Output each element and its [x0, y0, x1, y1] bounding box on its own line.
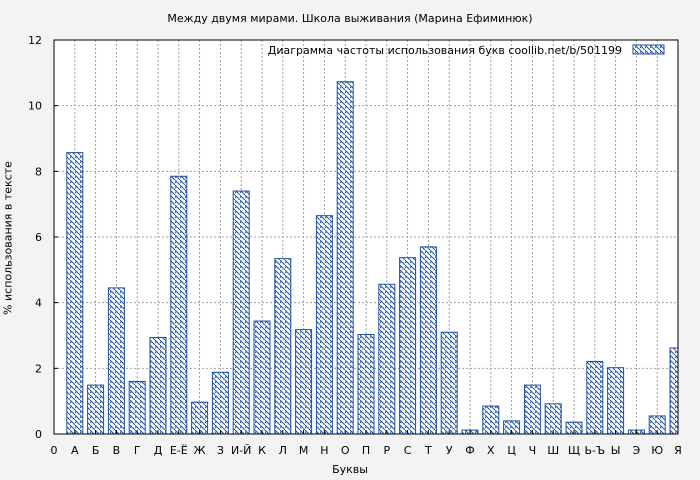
y-tick-label: 2 — [35, 362, 42, 375]
bar-В — [107, 287, 125, 435]
y-tick-label: 10 — [28, 100, 42, 113]
y-tick-label: 12 — [28, 34, 42, 47]
x-tick-label: Ы — [611, 444, 621, 457]
x-tick-label: 0 — [51, 444, 58, 457]
bar-К — [253, 320, 271, 435]
y-tick-label: 6 — [35, 231, 42, 244]
legend: Диаграмма частоты использования букв coo… — [268, 44, 665, 57]
bar-Ш — [544, 403, 562, 435]
bar-Х — [482, 405, 500, 435]
x-tick-label: Т — [424, 444, 432, 457]
x-tick-label: А — [71, 444, 79, 457]
x-tick-label: Д — [154, 444, 163, 457]
y-ticks: 0 2 4 6 8 10 12 — [28, 34, 58, 441]
x-tick-label: З — [217, 444, 224, 457]
y-tick-label: 8 — [35, 165, 42, 178]
bar-С — [399, 257, 417, 435]
bar-З — [211, 371, 229, 435]
x-tick-label: Е-Ё — [170, 444, 188, 457]
bar-Б — [87, 384, 105, 435]
x-tick-label: М — [299, 444, 309, 457]
bar-П — [357, 334, 375, 435]
x-tick-label: Ц — [507, 444, 516, 457]
bar-Е-Ё — [170, 175, 188, 435]
x-tick-label: Р — [383, 444, 390, 457]
bar-Г — [128, 380, 146, 435]
x-tick-label: Ь-Ъ — [584, 444, 605, 457]
x-tick-label: Ф — [465, 444, 474, 457]
x-tick-label: В — [113, 444, 121, 457]
x-tick-label: Ж — [194, 444, 206, 457]
x-axis-label: Буквы — [332, 463, 368, 476]
x-tick-label: Г — [134, 444, 141, 457]
x-tick-label: Ч — [529, 444, 537, 457]
bar-У — [440, 331, 458, 435]
bar-Ж — [191, 401, 209, 435]
x-tick-label: Ю — [651, 444, 663, 457]
x-tick-label: Х — [487, 444, 495, 457]
plot-frame — [53, 39, 679, 435]
x-tick-label: К — [258, 444, 266, 457]
bar-Ы — [607, 367, 625, 435]
bar-И-Й — [232, 190, 250, 435]
legend-swatch — [632, 44, 665, 55]
x-tick-label: Н — [320, 444, 328, 457]
legend-label: Диаграмма частоты использования букв coo… — [268, 44, 622, 57]
bar-М — [295, 329, 313, 435]
x-tick-label: Щ — [568, 444, 580, 457]
chart-title: Между двумя мирами. Школа выживания (Мар… — [167, 12, 533, 25]
x-tick-label: Я — [674, 444, 682, 457]
x-tick-label: У — [446, 444, 453, 457]
bar-Ь-Ъ — [586, 360, 604, 435]
x-tick-label: И-Й — [231, 444, 251, 457]
y-tick-label: 4 — [35, 297, 42, 310]
bar-Л — [274, 258, 292, 435]
bar-Ч — [523, 384, 541, 435]
bar-Н — [315, 215, 333, 435]
x-tick-label: П — [362, 444, 370, 457]
x-tick-label: С — [404, 444, 412, 457]
y-tick-label: 0 — [35, 428, 42, 441]
x-tick-label: Л — [279, 444, 287, 457]
x-tick-label: О — [341, 444, 350, 457]
bar-О — [336, 81, 354, 435]
bars — [66, 81, 679, 435]
bar-Р — [378, 283, 396, 435]
bar-Д — [149, 336, 167, 435]
x-tick-label: Э — [633, 444, 641, 457]
bar-А — [66, 152, 84, 435]
x-tick-label: Б — [92, 444, 100, 457]
bar-Т — [419, 246, 437, 435]
x-tick-label: Ш — [547, 444, 559, 457]
bar-Я — [669, 347, 679, 435]
